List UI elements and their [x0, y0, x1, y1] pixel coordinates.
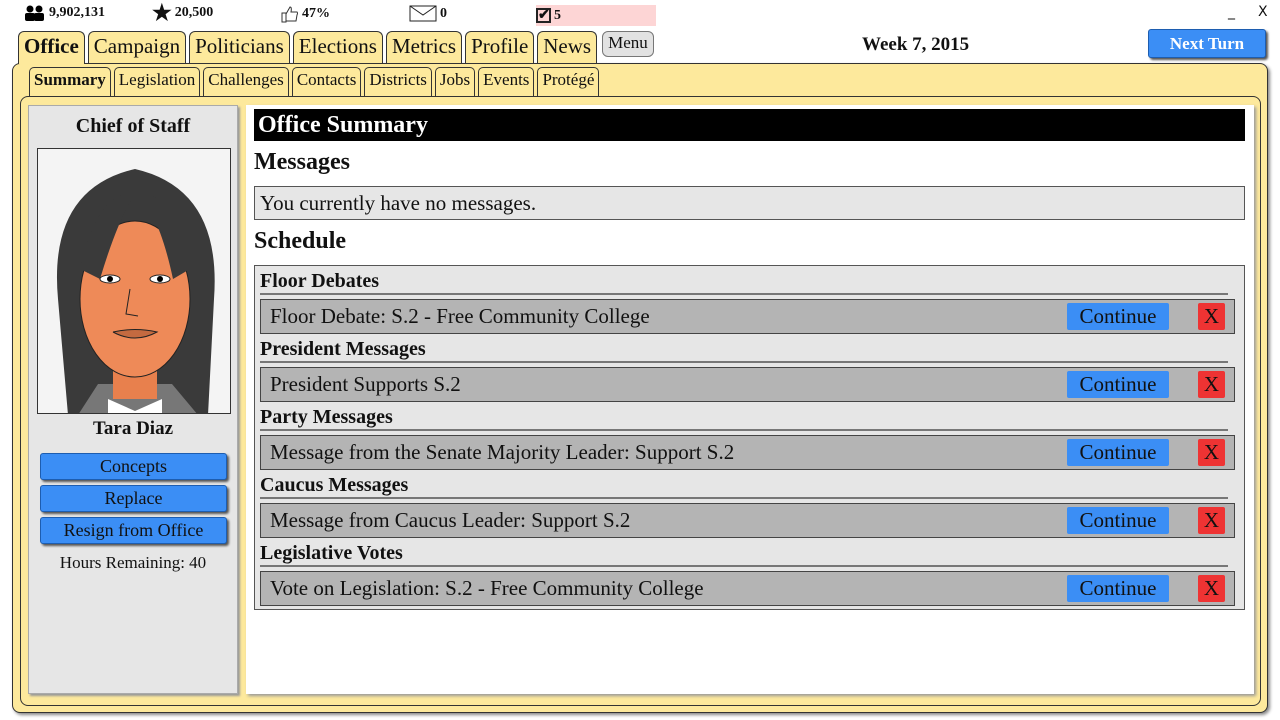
tab-profile[interactable]: Profile: [465, 31, 535, 63]
tasks-count: 5: [554, 7, 561, 23]
dismiss-button[interactable]: X: [1198, 303, 1225, 330]
continue-button[interactable]: Continue: [1067, 575, 1169, 602]
week-label: Week 7, 2015: [862, 34, 970, 55]
subtab-events[interactable]: Events: [478, 67, 535, 96]
schedule-item: Vote on Legislation: S.2 - Free Communit…: [260, 571, 1235, 606]
minimize-button[interactable]: _: [1228, 4, 1235, 20]
schedule-category: Party Messages: [260, 402, 1228, 431]
schedule-item: Message from Caucus Leader: Support S.2 …: [260, 503, 1235, 538]
schedule-heading: Schedule: [254, 228, 347, 254]
schedule-category: Caucus Messages: [260, 470, 1228, 499]
subtab-contacts[interactable]: Contacts: [291, 67, 362, 96]
resign-button[interactable]: Resign from Office: [40, 517, 227, 544]
replace-button[interactable]: Replace: [40, 485, 227, 512]
population-stat: 9,902,131: [24, 5, 105, 21]
stars-stat: ★ 20,500: [152, 0, 214, 25]
continue-button[interactable]: Continue: [1067, 303, 1169, 330]
dismiss-button[interactable]: X: [1198, 439, 1225, 466]
chief-of-staff-portrait: [37, 148, 231, 414]
chief-of-staff-sidebar: Chief of Staff Tara Diaz Concepts Replac…: [28, 105, 238, 694]
sub-tabs: Summary Legislation Challenges Contacts …: [29, 67, 600, 96]
subtab-summary[interactable]: Summary: [29, 67, 111, 96]
continue-button[interactable]: Continue: [1067, 507, 1169, 534]
approval-stat: 47%: [281, 5, 330, 23]
tasks-stat[interactable]: ✔ 5: [536, 5, 656, 26]
approval-value: 47%: [302, 6, 330, 21]
people-icon: [25, 5, 44, 21]
tab-metrics[interactable]: Metrics: [385, 31, 463, 63]
dismiss-button[interactable]: X: [1198, 575, 1225, 602]
mail-count: 0: [440, 5, 447, 21]
schedule-item-text: President Supports S.2: [270, 372, 461, 396]
tab-campaign[interactable]: Campaign: [87, 31, 187, 63]
schedule-item: Floor Debate: S.2 - Free Community Colle…: [260, 299, 1235, 334]
dismiss-button[interactable]: X: [1198, 507, 1225, 534]
schedule-item-text: Floor Debate: S.2 - Free Community Colle…: [270, 304, 650, 328]
schedule-category: Floor Debates: [260, 266, 1228, 295]
continue-button[interactable]: Continue: [1067, 371, 1169, 398]
star-icon: ★: [152, 0, 172, 25]
page-title: Office Summary: [254, 109, 1245, 141]
tab-news[interactable]: News: [537, 31, 598, 63]
subtab-challenges[interactable]: Challenges: [203, 67, 289, 96]
schedule-item: Message from the Senate Majority Leader:…: [260, 435, 1235, 470]
subtab-legislation[interactable]: Legislation: [113, 67, 201, 96]
schedule-item: President Supports S.2 Continue X: [260, 367, 1235, 402]
subtab-districts[interactable]: Districts: [364, 67, 432, 96]
main-tabs: Office Campaign Politicians Elections Me…: [18, 31, 654, 64]
schedule-category: President Messages: [260, 334, 1228, 363]
continue-button[interactable]: Continue: [1067, 439, 1169, 466]
sidebar-title: Chief of Staff: [75, 115, 191, 137]
checkbox-icon: ✔: [536, 8, 551, 23]
subtab-jobs[interactable]: Jobs: [434, 67, 476, 96]
schedule-category: Legislative Votes: [260, 538, 1228, 567]
schedule-list: Floor Debates Floor Debate: S.2 - Free C…: [254, 265, 1245, 610]
mail-icon: [409, 5, 437, 22]
next-turn-button[interactable]: Next Turn: [1148, 29, 1266, 58]
schedule-item-text: Message from the Senate Majority Leader:…: [270, 440, 735, 464]
dismiss-button[interactable]: X: [1198, 371, 1225, 398]
schedule-item-text: Vote on Legislation: S.2 - Free Communit…: [270, 576, 704, 600]
messages-heading: Messages: [254, 149, 350, 175]
mail-stat[interactable]: 0: [409, 5, 447, 22]
hours-remaining: Hours Remaining: 40: [59, 553, 207, 572]
tab-office[interactable]: Office: [18, 31, 85, 64]
menu-button[interactable]: Menu: [602, 31, 654, 57]
population-value: 9,902,131: [49, 5, 105, 20]
chief-of-staff-name: Tara Diaz: [92, 418, 174, 439]
schedule-item-text: Message from Caucus Leader: Support S.2: [270, 508, 631, 532]
subtab-protege[interactable]: Protégé: [537, 67, 600, 96]
thumbs-up-icon: [281, 6, 298, 23]
office-summary: Office Summary Messages You currently ha…: [246, 105, 1254, 694]
close-button[interactable]: X: [1258, 4, 1268, 20]
tab-politicians[interactable]: Politicians: [189, 31, 290, 63]
stars-value: 20,500: [174, 5, 214, 20]
messages-box: You currently have no messages.: [254, 186, 1245, 220]
tab-elections[interactable]: Elections: [292, 31, 383, 63]
concepts-button[interactable]: Concepts: [40, 453, 227, 480]
